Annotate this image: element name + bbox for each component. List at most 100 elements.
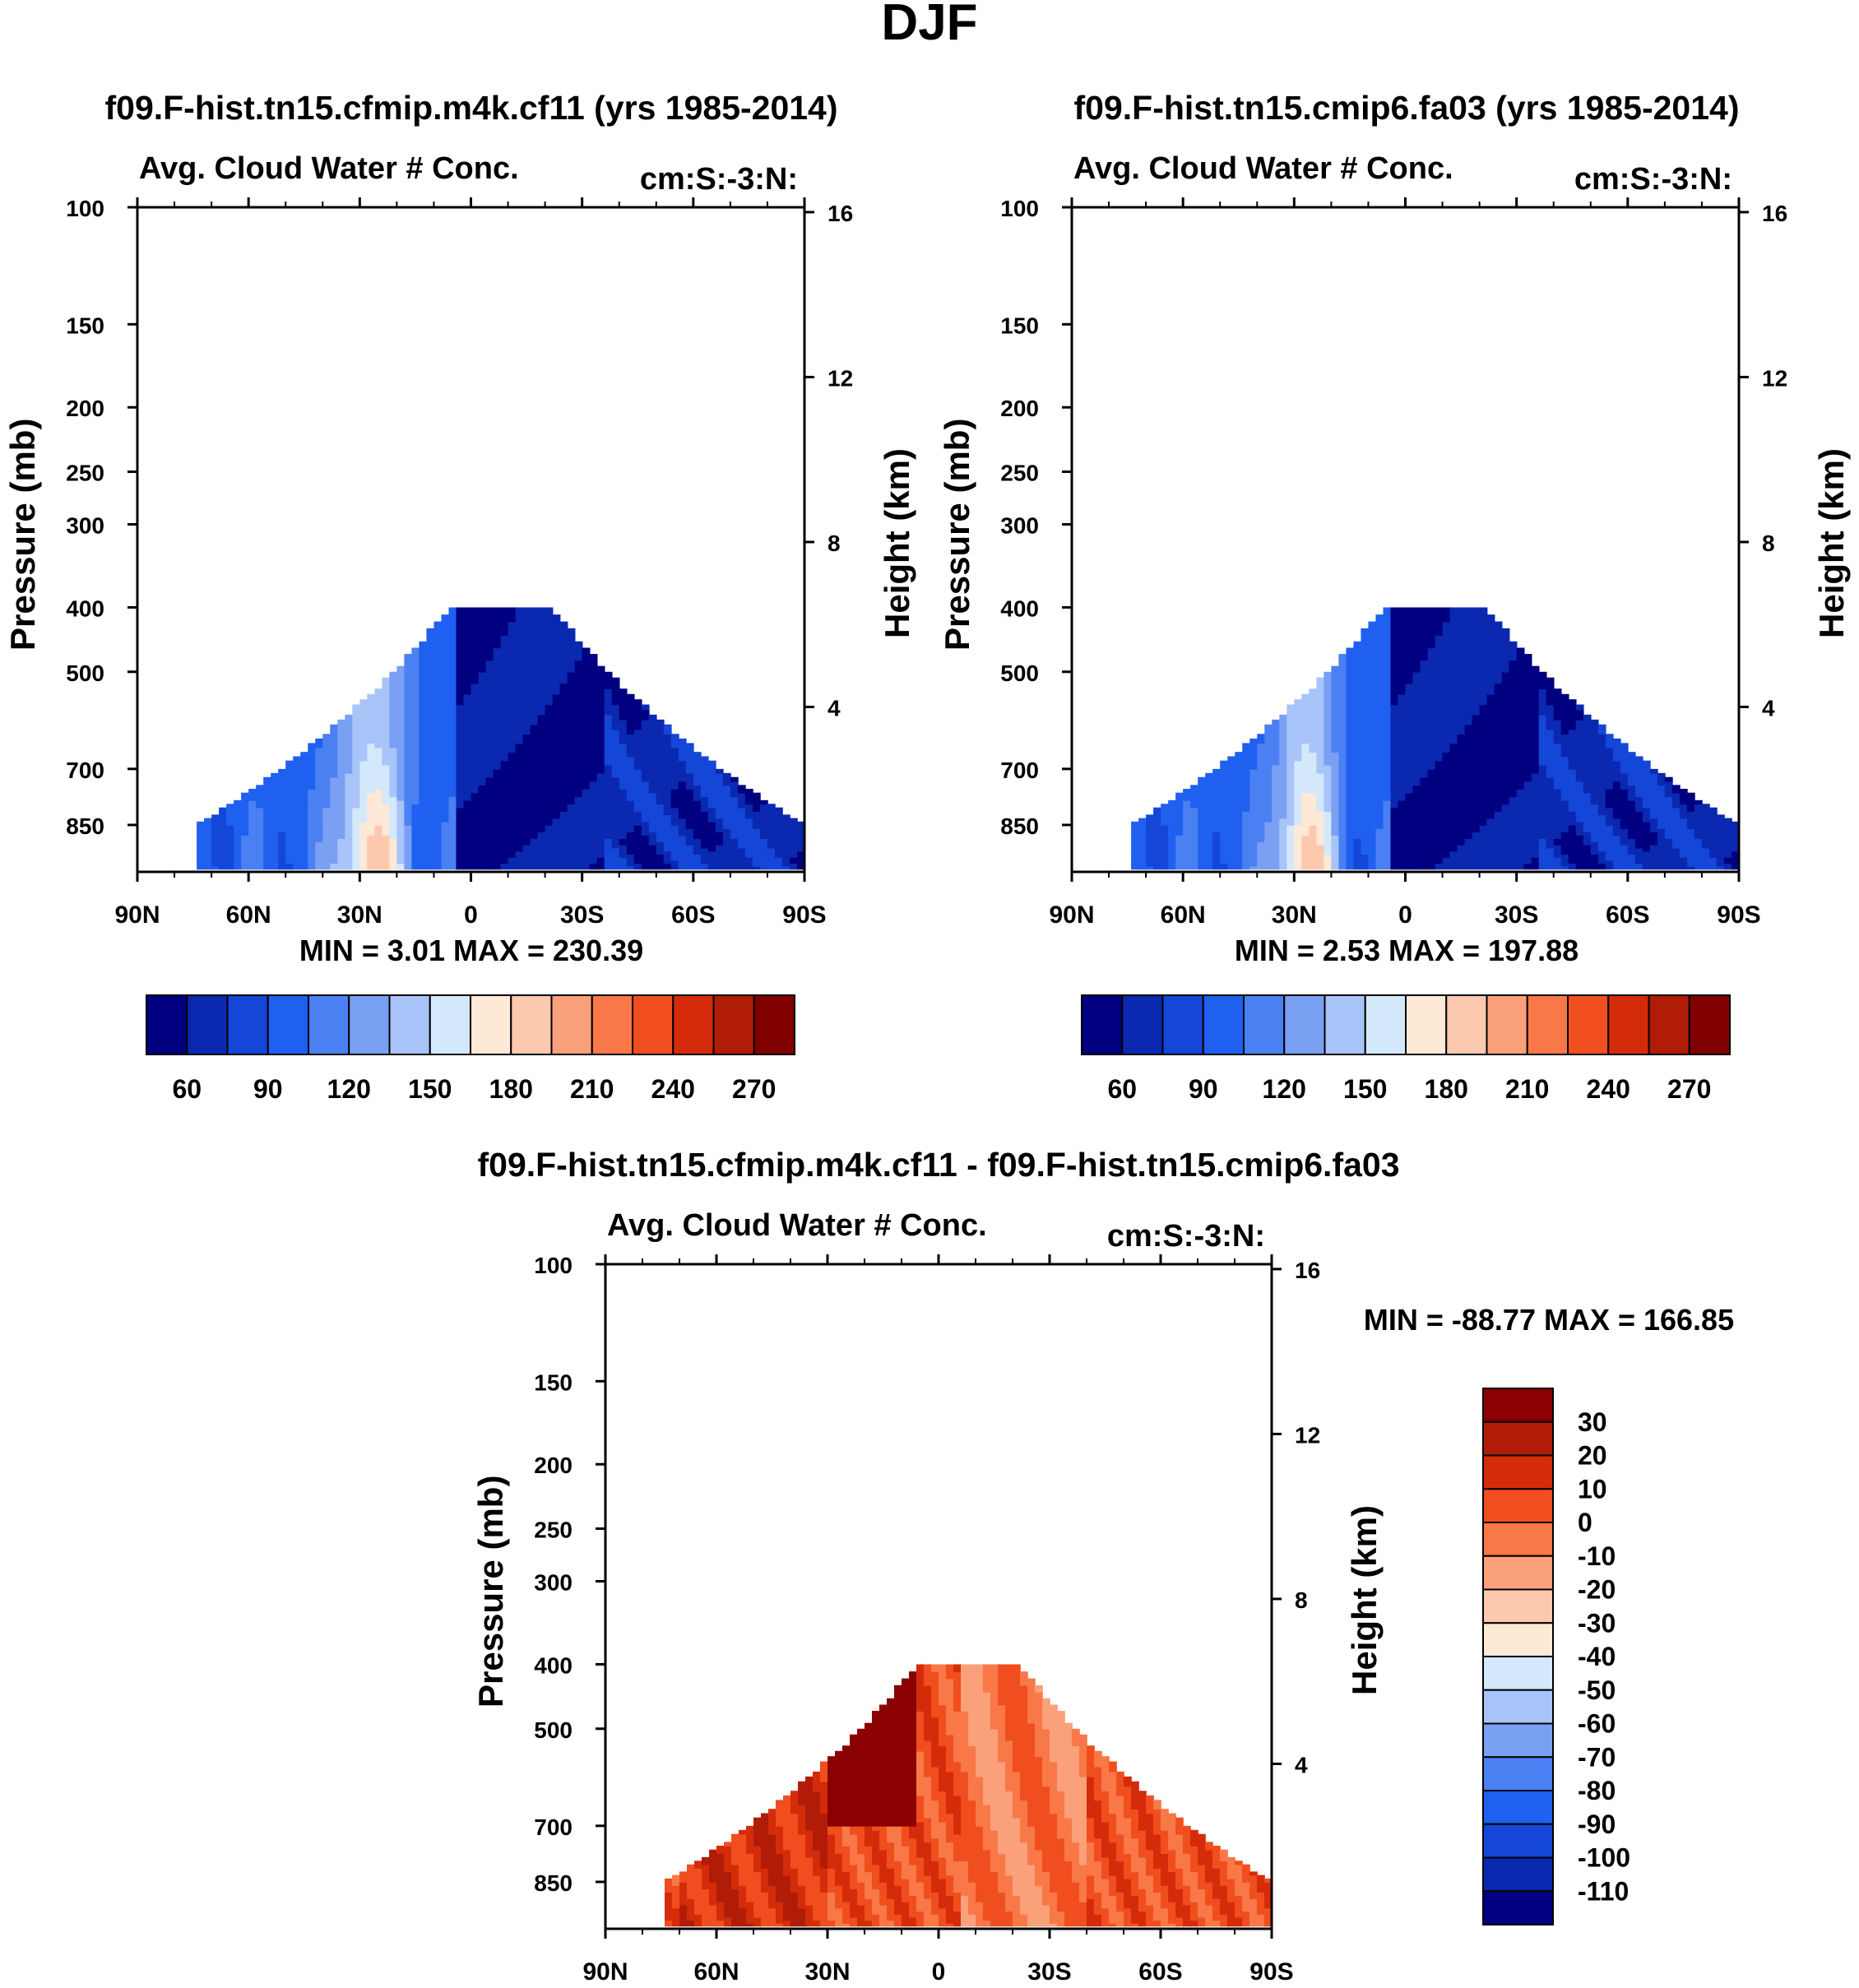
contour-cell	[633, 768, 642, 774]
y-right-tick-label: 8	[828, 531, 841, 556]
contour-cell	[493, 654, 502, 661]
contour-cell	[1368, 747, 1377, 753]
contour-cell	[396, 835, 406, 839]
contour-cell	[530, 693, 539, 701]
contour-cell	[1405, 704, 1414, 711]
contour-cell	[678, 785, 687, 790]
contour-cell	[656, 804, 665, 809]
contour-cell	[1227, 792, 1236, 798]
contour-cell	[1153, 821, 1161, 826]
contour-cell	[508, 756, 517, 762]
contour-cell	[1153, 854, 1161, 858]
contour-cell	[619, 785, 628, 790]
contour-cell	[1190, 807, 1198, 812]
contour-cell	[300, 863, 309, 867]
contour-cell	[493, 660, 502, 667]
contour-cell	[567, 824, 576, 829]
contour-cell	[389, 818, 398, 823]
contour-cell	[485, 743, 494, 748]
contour-cell	[463, 865, 472, 870]
contour-cell	[374, 814, 383, 819]
contour-cell	[648, 807, 657, 812]
contour-cell	[1249, 796, 1259, 801]
contour-cell	[433, 772, 443, 778]
contour-cell	[485, 764, 494, 770]
contour-cell	[641, 818, 650, 823]
contour-cell	[433, 729, 443, 735]
contour-cell	[522, 743, 531, 748]
contour-cell	[1316, 734, 1325, 739]
contour-cell	[663, 804, 672, 809]
contour-cell	[604, 792, 613, 798]
contour-cell	[456, 634, 465, 642]
contour-cell	[656, 738, 665, 744]
contour-cell	[1375, 665, 1384, 673]
contour-cell	[1235, 807, 1244, 812]
contour-cell	[448, 607, 457, 615]
contour-cell	[322, 838, 331, 842]
contour-cell	[537, 738, 546, 744]
contour-cell	[545, 764, 554, 770]
contour-cell	[545, 654, 554, 661]
contour-cell	[1331, 860, 1340, 864]
contour-cell	[352, 832, 361, 836]
contour-cell	[1286, 709, 1296, 716]
contour-cell	[567, 654, 576, 661]
contour-cell	[478, 799, 487, 805]
contour-cell	[545, 647, 554, 655]
contour-cell	[463, 847, 472, 852]
contour-cell	[1257, 807, 1266, 812]
contour-cell	[604, 857, 613, 861]
contour-cell	[678, 743, 687, 748]
contour-cell	[648, 724, 657, 730]
contour-cell	[471, 752, 480, 758]
contour-cell	[1368, 814, 1377, 819]
contour-cell	[330, 760, 339, 766]
contour-cell	[1368, 714, 1377, 721]
contour-cell	[493, 828, 502, 832]
contour-cell	[1383, 641, 1392, 649]
contour-cell	[322, 844, 331, 849]
contour-cell	[1301, 789, 1310, 794]
contour-cell	[1286, 792, 1296, 798]
contour-cell	[1146, 854, 1154, 858]
contour-cell	[744, 838, 753, 842]
contour-cell	[419, 814, 428, 819]
contour-cell	[1405, 752, 1414, 758]
contour-cell	[596, 709, 605, 716]
contour-cell	[1286, 781, 1296, 786]
contour-cell	[456, 752, 465, 758]
contour-cell	[1383, 838, 1392, 842]
contour-cell	[670, 835, 679, 839]
contour-cell	[633, 844, 642, 849]
contour-cell	[1405, 818, 1414, 823]
contour-cell	[545, 688, 554, 695]
contour-cell	[345, 821, 354, 826]
contour-cell	[508, 704, 517, 711]
colorbar-label: 150	[408, 1074, 452, 1104]
contour-cell	[693, 792, 702, 798]
contour-cell	[426, 865, 435, 870]
contour-cell	[485, 821, 494, 826]
contour-cell	[530, 796, 539, 801]
contour-cell	[404, 752, 413, 758]
contour-cell	[530, 714, 539, 721]
contour-cell	[441, 654, 450, 661]
contour-cell	[574, 693, 583, 701]
contour-cell	[478, 832, 487, 836]
contour-cell	[1390, 760, 1399, 766]
contour-cell	[478, 677, 487, 684]
contour-cell	[1316, 807, 1325, 812]
contour-cell	[396, 850, 406, 855]
contour-cell	[596, 688, 605, 695]
contour-cell	[471, 772, 480, 778]
contour-cell	[471, 821, 480, 826]
contour-cell	[1309, 850, 1318, 855]
contour-cell	[1242, 865, 1251, 870]
contour-cell	[263, 835, 271, 839]
contour-cell	[1153, 844, 1161, 849]
contour-cell	[433, 634, 443, 642]
contour-cell	[1146, 844, 1154, 849]
contour-cell	[359, 835, 369, 839]
contour-cell	[493, 847, 502, 852]
